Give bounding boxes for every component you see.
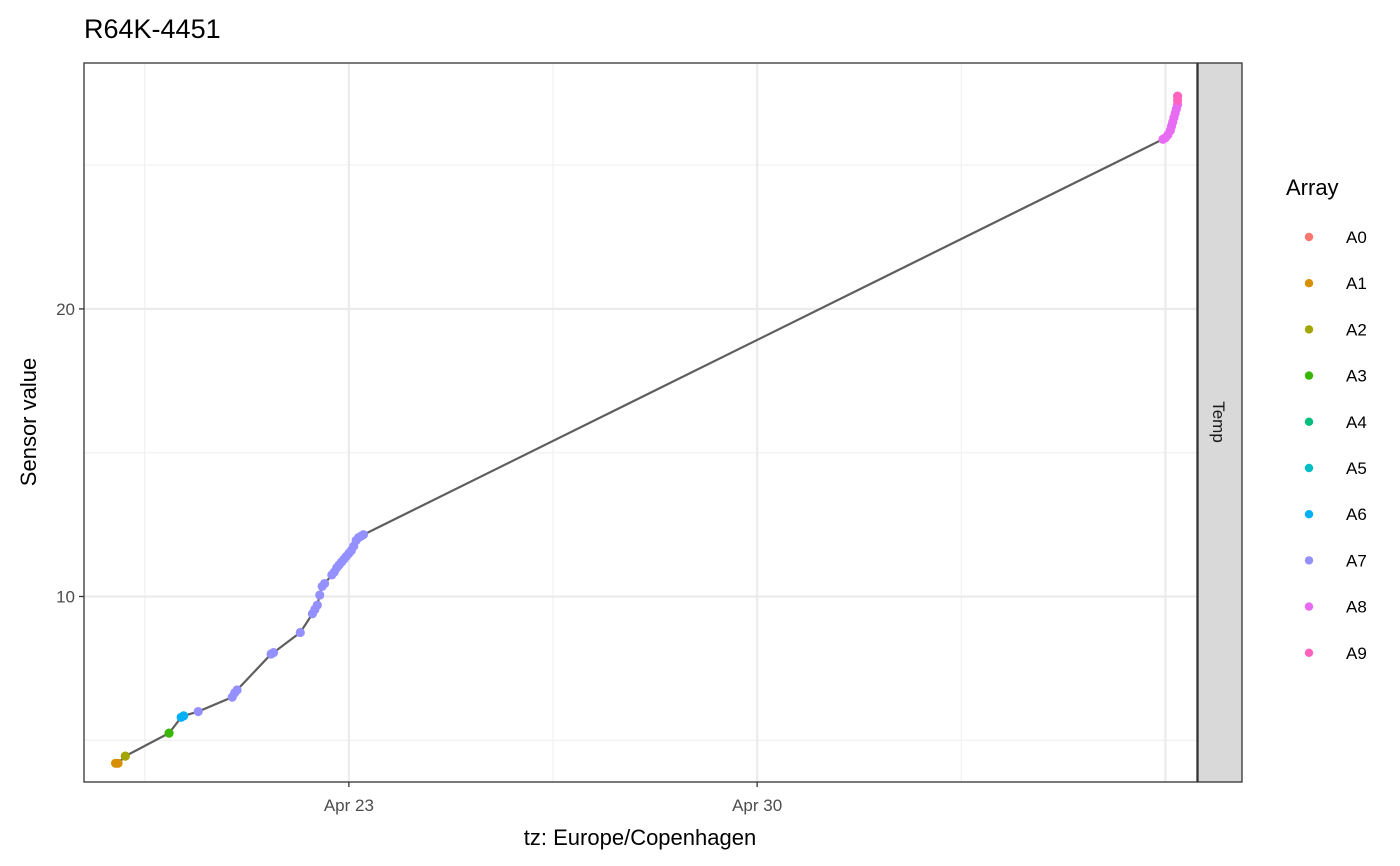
legend-item-a4: A4 [1304, 413, 1367, 432]
data-point-a7 [358, 530, 369, 540]
legend-item-a9: A9 [1304, 644, 1367, 663]
data-point-a6 [179, 711, 189, 721]
legend-item-a3: A3 [1304, 367, 1367, 386]
legend-item-a8: A8 [1304, 598, 1367, 617]
panel-border [83, 62, 1198, 783]
data-point-a2 [120, 751, 130, 761]
legend-label: A5 [1346, 459, 1367, 478]
legend-label: A8 [1346, 598, 1367, 617]
legend-item-a2: A2 [1304, 320, 1367, 339]
data-point-a7 [312, 600, 322, 610]
data-point-a7 [295, 627, 305, 638]
y-axis-title: Sensor value [16, 358, 41, 486]
legend-key [1304, 602, 1314, 611]
major-gridlines [84, 63, 1197, 782]
x-tick-label: Apr 23 [324, 796, 374, 815]
legend-key [1304, 510, 1314, 519]
legend-item-a1: A1 [1304, 274, 1367, 293]
legend-label: A2 [1346, 320, 1367, 339]
x-axis-title: tz: Europe/Copenhagen [524, 825, 756, 850]
legend-item-a6: A6 [1304, 505, 1367, 524]
legend-label: A3 [1346, 367, 1367, 386]
y-tick-label: 20 [56, 300, 75, 319]
panel-background [84, 63, 1197, 782]
facet-strip: Temp [1197, 62, 1243, 783]
x-tick-label: Apr 30 [732, 796, 782, 815]
data-point-a7 [268, 647, 279, 658]
legend-item-a7: A7 [1304, 551, 1367, 570]
y-axis: 10 20 [56, 300, 84, 606]
legend-label: A6 [1346, 505, 1367, 524]
data-point-a1 [113, 758, 123, 768]
data-points [110, 91, 1183, 768]
plot-title: R64K-4451 [84, 14, 221, 44]
legend-label: A7 [1346, 551, 1367, 570]
data-point-a7 [193, 706, 203, 717]
legend-item-a0: A0 [1304, 228, 1367, 247]
legend-label: A4 [1346, 413, 1367, 432]
facet-strip-label: Temp [1209, 401, 1228, 443]
legend-label: A9 [1346, 644, 1367, 663]
legend-title: Array [1286, 175, 1339, 200]
legend-label: A1 [1346, 274, 1367, 293]
legend: Array A0 A1 A2 A3 A4 A5 A6 A7 A8 A9 [1286, 175, 1367, 663]
x-axis: Apr 23 Apr 30 [324, 782, 782, 815]
legend-key [1304, 232, 1314, 242]
legend-key [1304, 463, 1314, 473]
legend-key [1304, 556, 1314, 565]
data-point-a7 [315, 590, 325, 600]
data-point-a7 [232, 685, 242, 695]
facet-strip-background [1197, 62, 1243, 783]
legend-label: A0 [1346, 228, 1367, 247]
data-point-a3 [164, 728, 174, 738]
minor-gridlines [84, 63, 1197, 782]
legend-key [1304, 371, 1314, 380]
legend-key [1304, 279, 1314, 288]
legend-key [1304, 325, 1314, 334]
panel [83, 62, 1198, 783]
legend-item-a5: A5 [1304, 459, 1367, 478]
legend-key [1304, 648, 1314, 657]
data-point-a9 [1172, 91, 1183, 101]
y-tick-label: 10 [56, 587, 75, 606]
data-point-a7 [319, 578, 330, 589]
legend-key [1304, 417, 1314, 426]
legend-items: A0 A1 A2 A3 A4 A5 A6 A7 A8 A9 [1304, 228, 1367, 663]
